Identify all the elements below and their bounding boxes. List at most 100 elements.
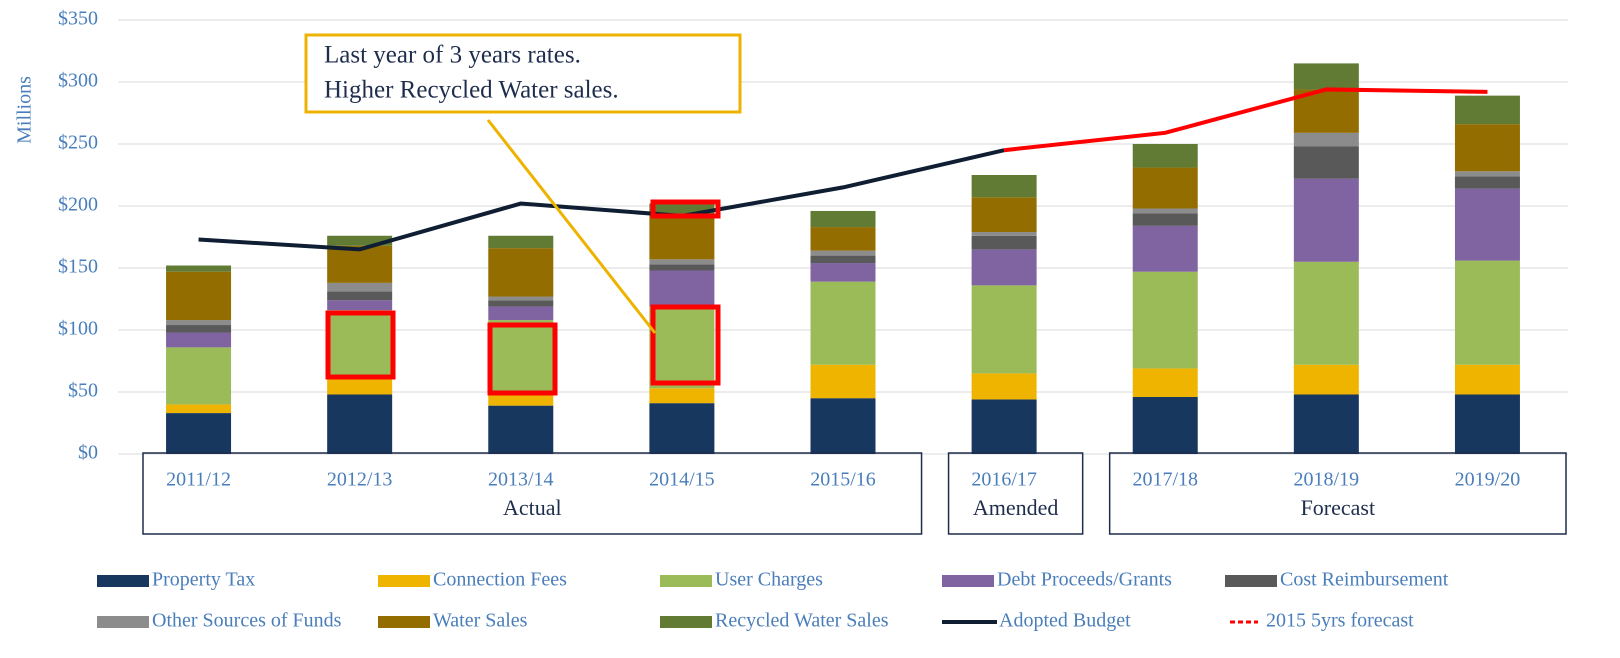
bar-segment: [1454, 364, 1520, 395]
y-tick-label: $250: [58, 132, 98, 154]
y-axis-label: Millions: [14, 76, 36, 144]
bar-segment: [1132, 368, 1198, 397]
highlight-box: [650, 304, 721, 386]
bar-segment: [166, 325, 232, 333]
bar-segment: [488, 405, 554, 454]
x-tick-label: 2014/15: [649, 469, 715, 491]
legend-label: 2015 5yrs forecast: [1266, 610, 1414, 632]
bar-segment: [327, 245, 393, 283]
legend-swatch: [378, 575, 430, 587]
bar-segment: [649, 306, 715, 389]
bar-segment: [971, 197, 1037, 233]
legend-swatch: [97, 616, 149, 628]
bar-segment: [166, 320, 232, 326]
bar-segment: [1454, 188, 1520, 261]
bar-segment: [1293, 178, 1359, 262]
y-tick-label: $200: [58, 194, 98, 216]
bar-segment: [166, 265, 232, 272]
bar-segment: [166, 332, 232, 348]
x-tick-label: 2018/19: [1294, 469, 1360, 491]
bar-segment: [488, 248, 554, 297]
group-label: Amended: [973, 495, 1059, 520]
bar-segment: [649, 203, 715, 215]
bar-segment: [1293, 364, 1359, 395]
bar-segment: [971, 285, 1037, 374]
lines: [198, 87, 1488, 252]
bar-segment: [1132, 167, 1198, 209]
bar-segment: [166, 271, 232, 321]
bar-segment: [327, 291, 393, 301]
y-tick-label: $300: [58, 70, 98, 92]
group-box: [142, 452, 923, 535]
bar-segment: [327, 235, 393, 246]
x-tick-label: 2013/14: [488, 469, 554, 491]
bar-segment: [1454, 394, 1520, 454]
bar-segment: [1293, 132, 1359, 147]
bar-segment: [488, 300, 554, 307]
bar-segment: [327, 300, 393, 311]
bar-segment: [649, 388, 715, 404]
bar-segment: [327, 394, 393, 454]
legend-label: Adopted Budget: [999, 610, 1131, 632]
annotation-box: [304, 33, 742, 114]
bar-segment: [1293, 146, 1359, 179]
legend-swatch: [378, 616, 430, 628]
bar-segment: [971, 373, 1037, 400]
highlight-box: [650, 199, 721, 219]
bar-segment: [1293, 63, 1359, 90]
group-label: Actual: [503, 495, 562, 520]
bar-segment: [649, 264, 715, 271]
x-axis: 2011/12 2012/13 2013/14 2014/15 2015/16 2016/…: [142, 452, 1567, 535]
bar-segment: [327, 378, 393, 395]
bar-segment: [1132, 208, 1198, 214]
bar-segment: [971, 235, 1037, 250]
line-series: [198, 148, 1005, 252]
bar-segment: [488, 320, 554, 395]
bar-segment: [971, 249, 1037, 286]
annotation-text: Higher Recycled Water sales.: [324, 77, 619, 104]
bar-segment: [810, 364, 876, 399]
legend-swatch: [1225, 575, 1277, 587]
highlight-box: [325, 310, 396, 380]
bar-segment: [327, 310, 393, 379]
bars: [166, 63, 1520, 454]
legend: Property Tax Connection Fees User Charges D…: [97, 569, 1449, 632]
x-tick-label: 2011/12: [166, 469, 231, 491]
legend-swatch: [660, 575, 712, 587]
bar-segment: [810, 227, 876, 251]
bar-segment: [1132, 213, 1198, 226]
group-label: Forecast: [1301, 495, 1376, 520]
bar-segment: [1132, 225, 1198, 272]
bar-segment: [971, 232, 1037, 236]
bar-segment: [971, 399, 1037, 454]
bar-segment: [810, 398, 876, 454]
x-tick-label: 2012/13: [327, 469, 393, 491]
annotation-arrow: [486, 119, 657, 334]
bar-segment: [488, 306, 554, 321]
bar-segment: [649, 403, 715, 454]
annotation-text: Last year of 3 years rates.: [324, 42, 581, 69]
bar-segment: [649, 214, 715, 260]
bar-segment: [649, 259, 715, 265]
bar-segment: [1293, 261, 1359, 365]
bar-segment: [1454, 124, 1520, 172]
bar-segment: [166, 404, 232, 414]
legend-label: Other Sources of Funds: [152, 610, 342, 632]
bar-segment: [488, 296, 554, 301]
bar-segment: [1132, 144, 1198, 168]
bar-segment: [166, 413, 232, 454]
legend-label: Recycled Water Sales: [715, 610, 889, 632]
bar-segment: [1454, 260, 1520, 365]
bar-segment: [810, 281, 876, 365]
bar-segment: [166, 347, 232, 405]
bar-segment: [327, 282, 393, 292]
y-tick-label: $100: [58, 318, 98, 340]
legend-label: Connection Fees: [433, 569, 567, 591]
legend-label: Water Sales: [433, 610, 528, 632]
bar-segment: [1454, 171, 1520, 177]
legend-label: User Charges: [715, 569, 823, 591]
bar-segment: [810, 210, 876, 228]
line-series: [1003, 87, 1488, 153]
y-tick-label: $350: [58, 8, 98, 30]
